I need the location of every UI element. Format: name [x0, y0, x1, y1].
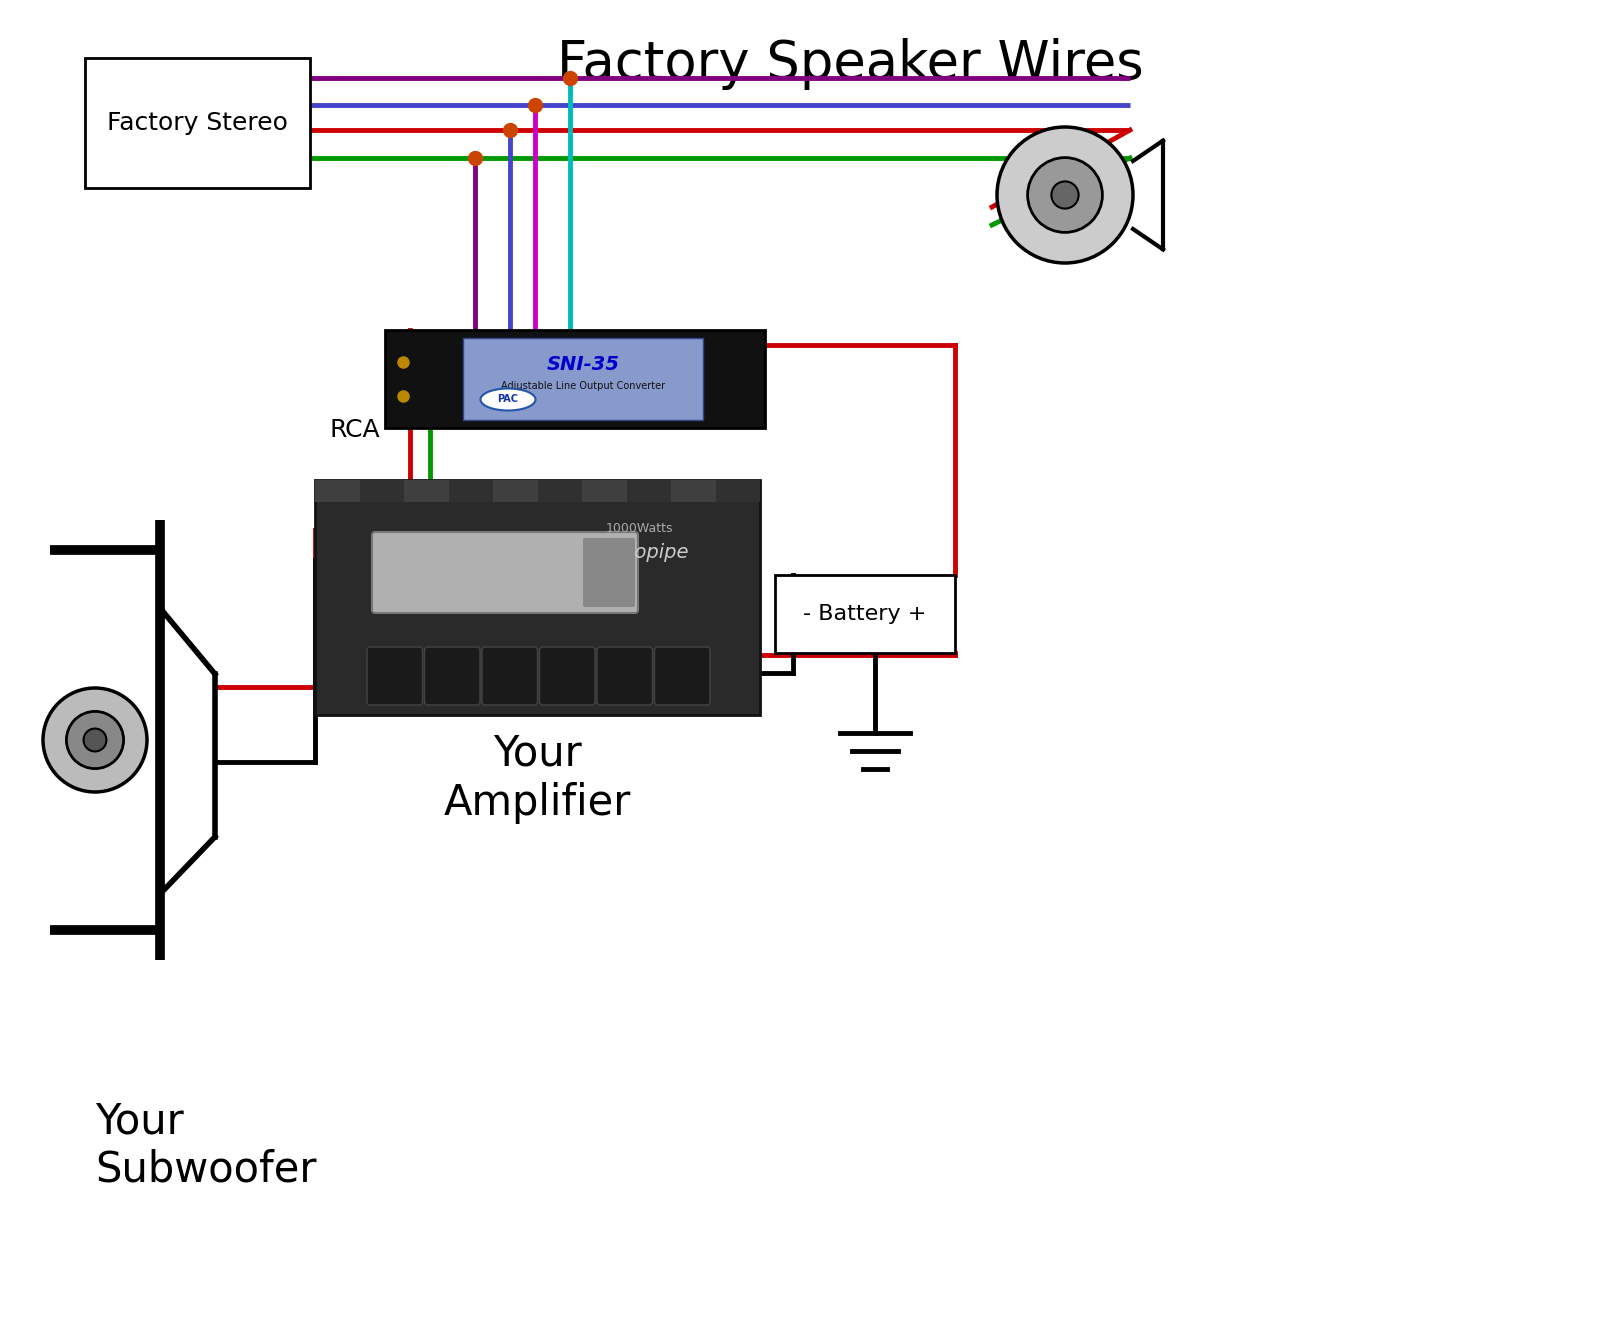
Text: Audiopipe: Audiopipe [590, 543, 688, 562]
Text: RCA: RCA [330, 418, 381, 442]
Text: SNI-35: SNI-35 [547, 355, 619, 374]
Bar [582, 480, 627, 503]
Circle shape [83, 728, 107, 751]
Bar [627, 480, 670, 503]
Circle shape [43, 688, 147, 792]
Bar [670, 480, 715, 503]
FancyBboxPatch shape [85, 58, 310, 188]
Text: Your
Subwoofer: Your Subwoofer [94, 1099, 317, 1191]
Bar [448, 480, 493, 503]
Text: 1000Watts: 1000Watts [606, 521, 674, 535]
FancyBboxPatch shape [462, 337, 702, 419]
Bar [360, 480, 403, 503]
Bar [538, 480, 582, 503]
Circle shape [1051, 181, 1078, 208]
FancyBboxPatch shape [774, 575, 955, 653]
Bar [403, 480, 448, 503]
Text: Your
Amplifier: Your Amplifier [443, 732, 630, 824]
FancyBboxPatch shape [386, 331, 765, 427]
Text: PAC: PAC [498, 395, 518, 405]
FancyBboxPatch shape [654, 646, 710, 706]
FancyBboxPatch shape [371, 532, 638, 613]
Text: Factory Stereo: Factory Stereo [107, 112, 288, 134]
Bar [315, 480, 360, 503]
FancyBboxPatch shape [482, 646, 538, 706]
Bar [493, 480, 538, 503]
Bar [715, 480, 760, 503]
Text: Factory Speaker Wires: Factory Speaker Wires [557, 38, 1144, 90]
FancyBboxPatch shape [315, 480, 760, 715]
Circle shape [1027, 157, 1102, 233]
Ellipse shape [480, 388, 536, 410]
Circle shape [67, 711, 123, 769]
FancyBboxPatch shape [424, 646, 480, 706]
Text: - Battery +: - Battery + [803, 603, 926, 624]
FancyBboxPatch shape [539, 646, 595, 706]
FancyBboxPatch shape [582, 538, 635, 607]
Circle shape [997, 126, 1133, 263]
Text: Adjustable Line Output Converter: Adjustable Line Output Converter [501, 380, 666, 391]
FancyBboxPatch shape [597, 646, 653, 706]
FancyBboxPatch shape [366, 646, 422, 706]
